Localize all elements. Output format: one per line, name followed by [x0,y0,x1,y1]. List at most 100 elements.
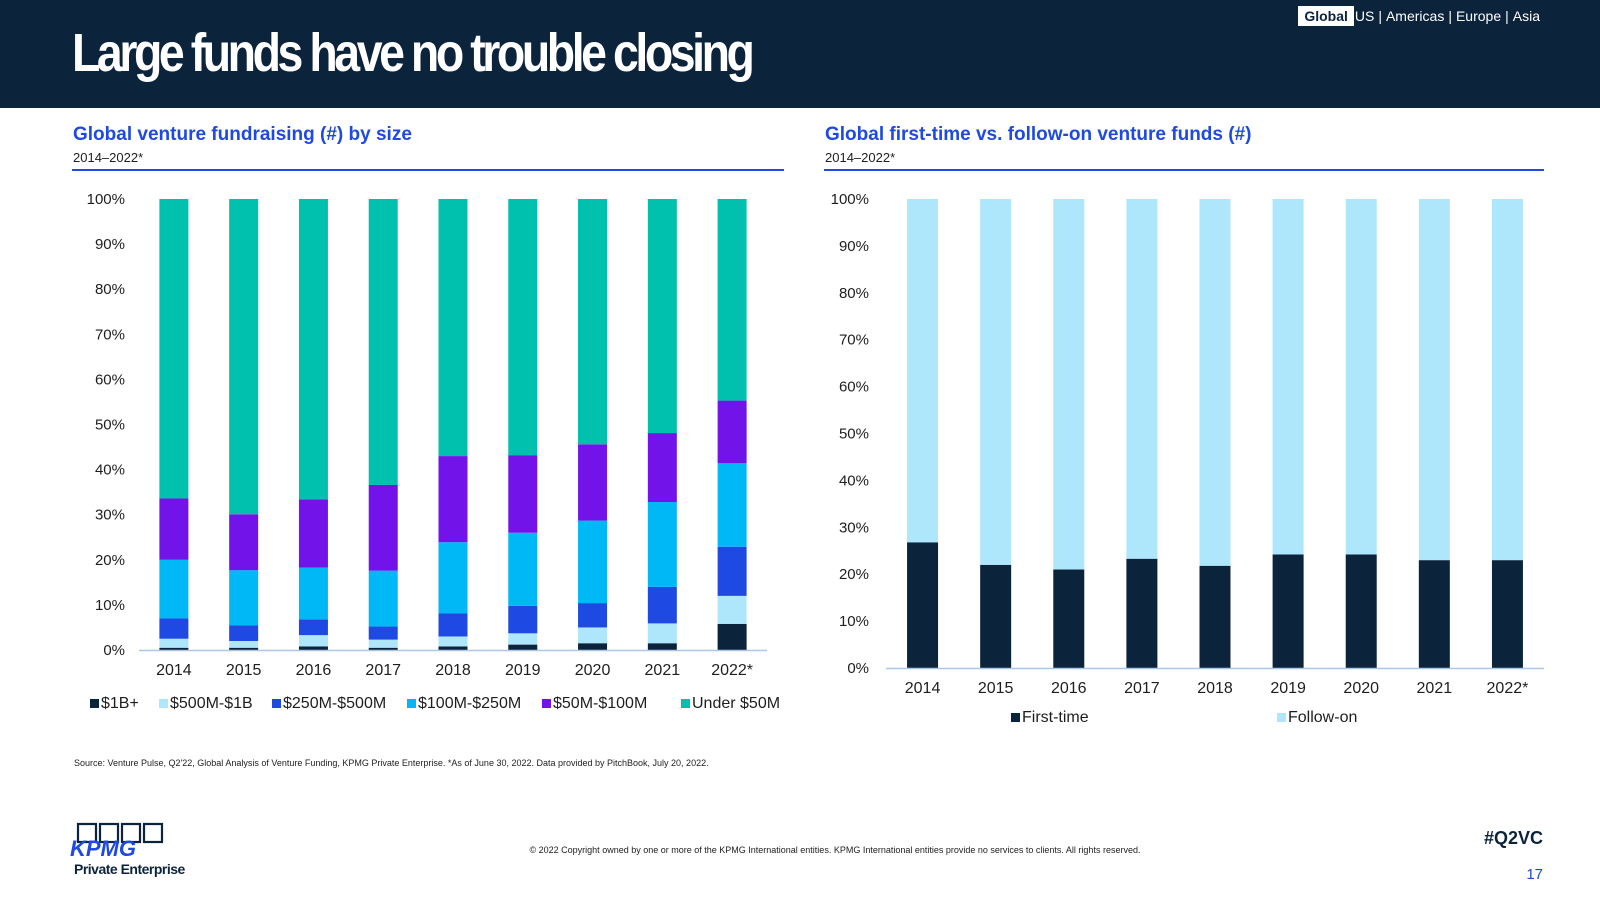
legend-label-250m-500m: $250M-$500M [283,695,386,712]
x-tick-label: 2019 [1270,680,1306,697]
bar-500m-1b-2015 [229,640,259,648]
legend-label-first-time: First-time [1022,709,1089,726]
bar-250m-500m-2021 [647,586,677,624]
bar-50m-100m-2018 [438,456,468,543]
bar-first-time-2018 [1199,565,1231,668]
bar-follow-on-2018 [1199,199,1231,566]
bar-100m-250m-2017 [368,570,398,627]
first-time-vs-follow-on-chart: 0% 10% 20% 30% 40% 50% 60% 70% 80% 90% 100% 2014 201… [831,191,1544,726]
legend-label-1b: $1B+ [101,695,139,712]
bar-1b-2016 [298,646,328,650]
bar-follow-on-2014 [907,199,939,543]
legend-label-follow-on: Follow-on [1288,709,1357,726]
copyright-notice: © 2022 Copyright owned by one or more of… [529,845,1141,855]
bar-under-50m-2014 [159,199,189,499]
bar-under-50m-2018 [438,199,468,457]
bar-500m-1b-2016 [298,635,328,647]
x-tick-label: 2015 [978,680,1014,697]
legend-swatch-under-50m [681,699,690,708]
bar-first-time-2019 [1272,554,1304,668]
header-bar: Large funds have no trouble closing Glob… [0,0,1600,108]
bar-follow-on-2016 [1053,199,1085,570]
right-chart-subtitle: 2014–2022* [825,150,896,165]
legend-swatch-1b [90,699,99,708]
x-tick-label: 2014 [905,680,941,697]
y-tick-label: 100% [87,191,125,208]
x-tick-label: 2018 [1197,680,1233,697]
right-chart-title: Global first-time vs. follow-on venture … [825,124,1252,145]
bar-follow-on-2019 [1272,199,1304,555]
bar-follow-on-2020 [1345,199,1377,555]
bar-50m-100m-2022 [717,400,747,464]
bar-1b-2020 [578,643,608,650]
y-tick-label: 90% [95,236,125,253]
page-number: 17 [1526,866,1543,883]
bar-100m-250m-2021 [647,502,677,587]
bar-under-50m-2021 [647,199,677,434]
bar-50m-100m-2016 [298,499,328,568]
bar-250m-500m-2018 [438,613,468,637]
bar-250m-500m-2019 [508,605,538,634]
bar-follow-on-2022 [1491,199,1523,561]
bar-250m-500m-2017 [368,626,398,640]
legend-swatch-50m-100m [542,699,551,708]
bar-under-50m-2022 [717,199,747,401]
x-tick-label: 2022* [711,662,753,679]
bar-250m-500m-2015 [229,625,259,641]
region-tab-europe[interactable]: Europe [1455,8,1502,24]
y-tick-label: 90% [839,238,869,255]
bar-first-time-2021 [1418,560,1450,668]
y-tick-label: 70% [95,326,125,343]
kpmg-logo-text: KPMG [70,836,136,861]
bar-first-time-2020 [1345,554,1377,668]
y-tick-label: 80% [95,281,125,298]
bar-100m-250m-2014 [159,559,189,619]
region-tab-us[interactable]: US [1354,8,1375,24]
y-tick-label: 50% [95,417,125,434]
bar-1b-2019 [508,644,538,650]
x-tick-label: 2017 [365,662,401,679]
region-tab-global[interactable]: Global [1298,6,1354,26]
bar-under-50m-2020 [578,199,608,445]
y-tick-label: 20% [95,552,125,569]
bar-50m-100m-2014 [159,498,189,560]
bar-first-time-2014 [907,542,939,668]
bar-follow-on-2017 [1126,199,1158,559]
bar-250m-500m-2020 [578,603,608,628]
bar-50m-100m-2019 [508,455,538,533]
bar-500m-1b-2021 [647,623,677,644]
legend-label-50m-100m: $50M-$100M [553,695,647,712]
bar-under-50m-2019 [508,199,538,456]
fundraising-by-size-chart: 0% 10% 20% 30% 40% 50% 60% 70% 80% 90% 100% 2014 201… [87,191,780,712]
bar-first-time-2017 [1126,558,1158,668]
bar-under-50m-2016 [298,199,328,500]
bar-500m-1b-2020 [578,627,608,644]
left-chart-title: Global venture fundraising (#) by size [73,124,412,145]
region-tab-asia[interactable]: Asia [1512,8,1540,24]
bar-50m-100m-2015 [229,514,259,571]
x-tick-label: 2021 [1417,680,1453,697]
bar-50m-100m-2017 [368,484,398,571]
bar-under-50m-2017 [368,199,398,485]
bar-first-time-2015 [980,564,1012,668]
legend-swatch-follow-on [1277,713,1286,722]
x-tick-label: 2021 [645,662,681,679]
bar-first-time-2022 [1491,560,1523,668]
y-tick-label: 10% [839,613,869,630]
x-tick-label: 2016 [296,662,332,679]
y-tick-label: 60% [839,379,869,396]
y-tick-label: 70% [839,332,869,349]
bar-100m-250m-2015 [229,570,259,626]
x-tick-label: 2020 [1343,680,1379,697]
bar-first-time-2016 [1053,569,1085,668]
bar-50m-100m-2020 [578,444,608,521]
region-tab-americas[interactable]: Americas [1385,8,1445,24]
bar-250m-500m-2014 [159,618,189,639]
bar-500m-1b-2017 [368,639,398,648]
y-tick-label: 60% [95,371,125,388]
bar-100m-250m-2016 [298,567,328,620]
bar-250m-500m-2022 [717,546,747,596]
bar-250m-500m-2016 [298,619,328,636]
y-tick-label: 20% [839,566,869,583]
y-tick-label: 30% [95,507,125,524]
